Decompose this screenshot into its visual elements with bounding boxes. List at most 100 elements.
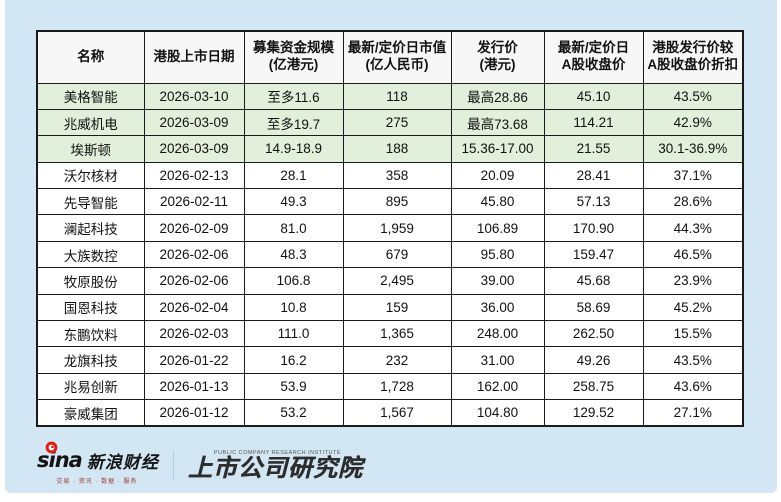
sina-tagline: 交易 · 资讯 · 数据 · 服务 <box>56 478 138 485</box>
column-header: 发行价 (港元) <box>450 30 545 84</box>
table-cell: 53.2 <box>243 399 344 427</box>
table-cell: 兆威机电 <box>36 108 145 137</box>
table-row: 兆威机电 2026-03-09 至多19.7 275 最高73.68 114.21 42.9… <box>36 108 744 137</box>
table-cell: 23.9% <box>642 267 744 295</box>
table-cell: 2026-02-11 <box>143 188 245 216</box>
table-cell: 28.1 <box>243 161 344 190</box>
table-cell: 57.13 <box>543 188 644 216</box>
table-cell: 106.8 <box>243 267 344 295</box>
hk-ipo-table: 名称 港股上市日期 募集资金规模 (亿港元) 最新/定价日市值 (亿人民币) 发行价 (… <box>36 30 744 428</box>
table-cell: 2026-03-09 <box>143 135 245 163</box>
table-cell: 58.69 <box>543 293 644 322</box>
table-cell: 53.9 <box>243 372 344 401</box>
table-cell: 龙旗科技 <box>36 346 145 374</box>
table-cell: 15.36-17.00 <box>450 135 545 163</box>
table-cell: 49.3 <box>243 188 344 216</box>
table-cell: 43.6% <box>642 372 744 401</box>
table-cell: 45.10 <box>543 82 644 110</box>
table-cell: 170.90 <box>543 214 644 242</box>
table-cell: 28.6% <box>642 188 744 216</box>
sina-eye-icon <box>45 441 58 454</box>
table-cell: 沃尔核材 <box>36 161 145 190</box>
table-row: 埃斯顿 2026-03-09 14.9-18.9 188 15.36-17.00 21.5… <box>36 135 744 163</box>
table-cell: 36.00 <box>450 293 545 322</box>
institute-name-cn: 上市公司研究院 <box>187 455 363 483</box>
table-cell: 275 <box>342 108 452 137</box>
table-cell: 2026-01-13 <box>143 372 245 401</box>
table-cell: 81.0 <box>243 214 344 242</box>
table-cell: 46.5% <box>642 240 744 269</box>
column-header: 港股上市日期 <box>143 30 245 84</box>
table-cell: 10.8 <box>243 293 344 322</box>
table-cell: 至多19.7 <box>243 108 344 137</box>
table-cell: 澜起科技 <box>36 214 145 242</box>
sina-logo-text: sina <box>35 441 83 472</box>
column-header: 港股发行价较 A股收盘价折扣 <box>642 30 744 84</box>
footer-logos: sina 新浪财经 交易 · 资讯 · 数据 · 服务 PUBLIC COMPA… <box>35 441 363 489</box>
table-cell: 248.00 <box>450 320 545 348</box>
table-cell: 2026-02-09 <box>143 214 245 242</box>
table-row: 沃尔核材 2026-02-13 28.1 358 20.09 28.41 37.1% <box>36 161 744 190</box>
table-cell: 159.47 <box>543 240 644 269</box>
table-cell: 2026-01-12 <box>143 399 245 427</box>
table-cell: 43.5% <box>642 82 744 110</box>
table-cell: 至多11.6 <box>243 82 344 110</box>
table-cell: 129.52 <box>543 399 644 427</box>
table-cell: 2026-02-06 <box>143 267 245 295</box>
table-cell: 188 <box>342 135 452 163</box>
table-cell: 895 <box>342 188 452 216</box>
table-cell: 14.9-18.9 <box>243 135 344 163</box>
table-cell: 679 <box>342 240 452 269</box>
table-cell: 1,728 <box>342 372 452 401</box>
logo-divider <box>172 451 174 481</box>
table-row: 国恩科技 2026-02-04 10.8 159 36.00 58.69 45.2% <box>36 293 744 322</box>
table-row: 美格智能 2026-03-10 至多11.6 118 最高28.86 45.10 43.5% <box>36 82 744 110</box>
table-cell: 1,365 <box>342 320 452 348</box>
table-cell: 美格智能 <box>36 82 145 110</box>
table-cell: 最高28.86 <box>450 82 545 110</box>
institute-name-en: PUBLIC COMPANY RESEARCH INSTITUTE <box>213 450 342 457</box>
table-cell: 37.1% <box>642 161 744 190</box>
table-cell: 2026-02-13 <box>143 161 245 190</box>
table-cell: 48.3 <box>243 240 344 269</box>
table-cell: 兆易创新 <box>36 372 145 401</box>
table-row: 先导智能 2026-02-11 49.3 895 45.80 57.13 28.6% <box>36 188 744 216</box>
table-cell: 埃斯顿 <box>36 135 145 163</box>
table-cell: 39.00 <box>450 267 545 295</box>
column-header: 募集资金规模 (亿港元) <box>243 30 344 84</box>
table-cell: 东鹏饮料 <box>36 320 145 348</box>
table-cell: 159 <box>342 293 452 322</box>
table-row: 龙旗科技 2026-01-22 16.2 232 31.00 49.26 43.5% <box>36 346 744 374</box>
table-cell: 豪威集团 <box>36 399 145 427</box>
table-cell: 42.9% <box>642 108 744 137</box>
column-header: 最新/定价日 A股收盘价 <box>543 30 644 84</box>
table-cell: 先导智能 <box>36 188 145 216</box>
table-cell: 1,567 <box>342 399 452 427</box>
table-cell: 28.41 <box>543 161 644 190</box>
table-cell: 95.80 <box>450 240 545 269</box>
table-row: 澜起科技 2026-02-09 81.0 1,959 106.89 170.90 44.3% <box>36 214 744 242</box>
table-cell: 27.1% <box>642 399 744 427</box>
table-cell: 114.21 <box>543 108 644 137</box>
table-cell: 162.00 <box>450 372 545 401</box>
table-cell: 118 <box>342 82 452 110</box>
table-cell: 45.2% <box>642 293 744 322</box>
table-cell: 1,959 <box>342 214 452 242</box>
table-cell: 15.5% <box>642 320 744 348</box>
table-cell: 44.3% <box>642 214 744 242</box>
table-cell: 358 <box>342 161 452 190</box>
table-row: 大族数控 2026-02-06 48.3 679 95.80 159.47 46.5% <box>36 240 744 269</box>
table-cell: 最高73.68 <box>450 108 545 137</box>
column-header: 名称 <box>36 30 145 84</box>
sina-finance-logo: sina 新浪财经 交易 · 资讯 · 数据 · 服务 <box>35 441 159 485</box>
table-cell: 104.80 <box>450 399 545 427</box>
table-cell: 111.0 <box>243 320 344 348</box>
table-row: 豪威集团 2026-01-12 53.2 1,567 104.80 129.52 27.1% <box>36 399 744 427</box>
table-row: 东鹏饮料 2026-02-03 111.0 1,365 248.00 262.50 15.5… <box>36 320 744 348</box>
table-cell: 2,495 <box>342 267 452 295</box>
table-cell: 20.09 <box>450 161 545 190</box>
table-cell: 45.68 <box>543 267 644 295</box>
table-cell: 大族数控 <box>36 240 145 269</box>
table-row: 兆易创新 2026-01-13 53.9 1,728 162.00 258.75 43.6% <box>36 372 744 401</box>
table-cell: 2026-02-06 <box>143 240 245 269</box>
